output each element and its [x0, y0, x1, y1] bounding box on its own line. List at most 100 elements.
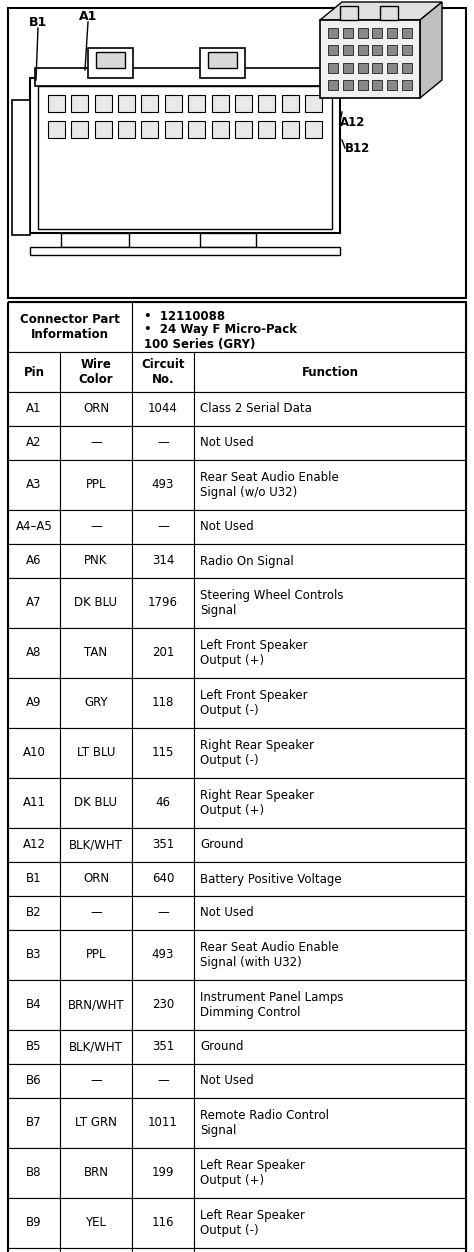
- Text: Connector Part
Information: Connector Part Information: [20, 313, 120, 341]
- Bar: [8, 727, 60, 777]
- Text: Remote Radio Control
Signal: Remote Radio Control Signal: [200, 1109, 329, 1137]
- Bar: [132, 930, 194, 980]
- Text: Not Used: Not Used: [200, 906, 254, 919]
- Bar: [194, 545, 466, 578]
- Bar: [132, 828, 194, 861]
- Bar: [132, 1030, 194, 1064]
- Text: Radio On Signal: Radio On Signal: [200, 555, 294, 567]
- Bar: [194, 1198, 466, 1248]
- Bar: [61, 233, 129, 247]
- Bar: [320, 20, 420, 98]
- Text: PPL: PPL: [86, 478, 106, 492]
- Bar: [132, 302, 466, 352]
- Text: Rear Seat Audio Enable
Signal (with U32): Rear Seat Audio Enable Signal (with U32): [200, 942, 339, 969]
- Bar: [357, 80, 368, 90]
- Text: B7: B7: [26, 1117, 42, 1129]
- Bar: [8, 1198, 60, 1248]
- Text: ORN: ORN: [83, 402, 109, 416]
- Bar: [387, 63, 397, 73]
- Bar: [132, 777, 194, 828]
- Bar: [8, 302, 466, 1252]
- Bar: [200, 48, 245, 78]
- Bar: [60, 1248, 132, 1252]
- Text: A11: A11: [22, 796, 46, 810]
- Text: •  24 Way F Micro-Pack
100 Series (GRY): • 24 Way F Micro-Pack 100 Series (GRY): [144, 323, 297, 351]
- Text: —: —: [90, 906, 102, 919]
- Text: DK BLU: DK BLU: [74, 596, 118, 610]
- Text: Pin: Pin: [24, 366, 45, 378]
- Bar: [60, 1030, 132, 1064]
- Bar: [132, 392, 194, 426]
- Bar: [95, 121, 112, 138]
- Text: 201: 201: [152, 646, 174, 660]
- Bar: [60, 578, 132, 629]
- Bar: [132, 861, 194, 896]
- Bar: [357, 28, 368, 38]
- Text: PPL: PPL: [86, 949, 106, 962]
- Bar: [8, 459, 60, 510]
- Bar: [132, 980, 194, 1030]
- Bar: [194, 1030, 466, 1064]
- Bar: [258, 121, 275, 138]
- Bar: [8, 1248, 60, 1252]
- Text: 1011: 1011: [148, 1117, 178, 1129]
- Text: 351: 351: [152, 1040, 174, 1053]
- Bar: [8, 302, 132, 352]
- Text: BLK/WHT: BLK/WHT: [69, 1040, 123, 1053]
- Polygon shape: [420, 3, 442, 98]
- Bar: [8, 828, 60, 861]
- Bar: [194, 510, 466, 545]
- Bar: [141, 121, 158, 138]
- Bar: [208, 53, 237, 68]
- Bar: [60, 727, 132, 777]
- Bar: [343, 45, 353, 55]
- Bar: [8, 392, 60, 426]
- Bar: [194, 896, 466, 930]
- Bar: [328, 80, 338, 90]
- Bar: [60, 459, 132, 510]
- Bar: [235, 121, 252, 138]
- Text: BRN: BRN: [83, 1167, 109, 1179]
- Bar: [282, 95, 299, 111]
- Bar: [194, 828, 466, 861]
- Text: B12: B12: [345, 141, 370, 154]
- Bar: [60, 1148, 132, 1198]
- Bar: [35, 68, 335, 86]
- Bar: [211, 95, 228, 111]
- Text: Ground: Ground: [200, 1040, 244, 1053]
- Bar: [132, 727, 194, 777]
- Text: A4–A5: A4–A5: [16, 521, 52, 533]
- Text: A9: A9: [26, 696, 42, 710]
- Text: 118: 118: [152, 696, 174, 710]
- Text: A12: A12: [22, 839, 46, 851]
- Text: B1: B1: [26, 873, 42, 885]
- Bar: [8, 629, 60, 679]
- Bar: [30, 78, 340, 233]
- Text: ORN: ORN: [83, 873, 109, 885]
- Text: Battery Positive Voltage: Battery Positive Voltage: [200, 873, 342, 885]
- Bar: [8, 1148, 60, 1198]
- Text: —: —: [90, 1074, 102, 1088]
- Bar: [132, 1198, 194, 1248]
- Bar: [194, 777, 466, 828]
- Bar: [8, 777, 60, 828]
- Text: •  12110088: • 12110088: [144, 309, 225, 323]
- Bar: [194, 1248, 466, 1252]
- Bar: [8, 426, 60, 459]
- Text: B4: B4: [26, 999, 42, 1012]
- Text: Ground: Ground: [200, 839, 244, 851]
- Bar: [132, 426, 194, 459]
- Bar: [387, 80, 397, 90]
- Bar: [8, 510, 60, 545]
- Text: 640: 640: [152, 873, 174, 885]
- Text: PNK: PNK: [84, 555, 108, 567]
- Bar: [194, 980, 466, 1030]
- Bar: [165, 95, 182, 111]
- Bar: [60, 1198, 132, 1248]
- Bar: [88, 48, 133, 78]
- Bar: [132, 1064, 194, 1098]
- Bar: [8, 1098, 60, 1148]
- Text: Circuit
No.: Circuit No.: [141, 358, 185, 386]
- Bar: [373, 45, 383, 55]
- Bar: [60, 1064, 132, 1098]
